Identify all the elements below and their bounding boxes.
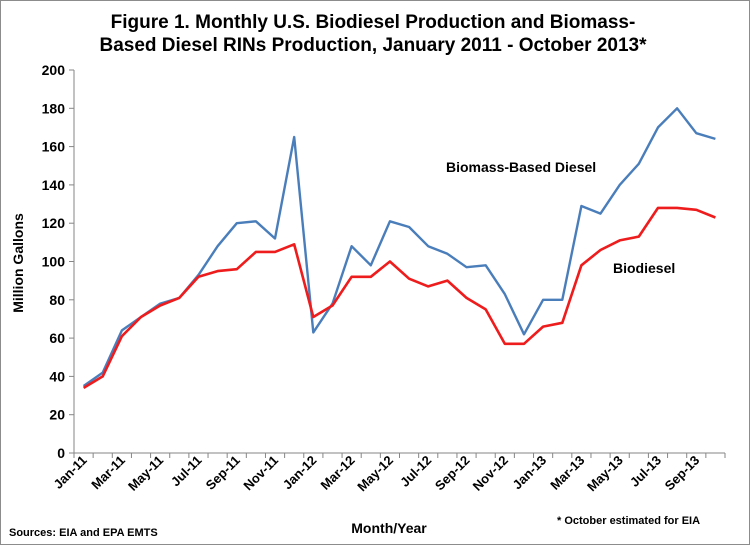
y-tick-label: 140	[42, 177, 66, 193]
chart-title-line2: Based Diesel RINs Production, January 20…	[99, 35, 647, 56]
y-tick-label: 100	[42, 254, 66, 270]
y-tick-label: 20	[49, 407, 65, 423]
x-tick-label: Nov-12	[470, 453, 511, 494]
biomass-based-diesel-label: Biomass-Based Diesel	[446, 159, 596, 175]
x-tick-label: Sep-12	[432, 453, 473, 494]
x-tick-label: May-12	[354, 453, 396, 495]
y-axis-title: Million Gallons	[10, 213, 26, 313]
y-tick-label: 80	[49, 292, 65, 308]
chart-title-line1: Figure 1. Monthly U.S. Biodiesel Product…	[111, 12, 636, 33]
y-tick-label: 180	[42, 100, 66, 116]
biodiesel-label: Biodiesel	[613, 260, 675, 276]
axes-group: 020406080100120140160180200Jan-11Mar-11M…	[42, 62, 726, 495]
x-tick-label: Jul-11	[168, 453, 205, 490]
source-note: Sources: EIA and EPA EMTS	[9, 527, 158, 539]
series-line-biodiesel	[82, 206, 716, 390]
x-tick-label: Sep-11	[203, 453, 243, 493]
x-tick-label: Jan-12	[280, 453, 320, 493]
x-tick-label: May-13	[584, 453, 626, 495]
x-tick-label: Nov-11	[240, 453, 281, 494]
y-tick-label: 200	[42, 62, 66, 78]
x-tick-label: Mar-13	[547, 453, 587, 493]
x-tick-label: Sep-13	[662, 453, 703, 494]
y-tick-label: 160	[42, 139, 66, 155]
series-line-biomass-based-diesel	[82, 107, 716, 387]
x-tick-label: May-11	[125, 453, 166, 494]
x-axis-title: Month/Year	[351, 520, 427, 536]
y-tick-label: 40	[49, 368, 65, 384]
x-tick-label: Jan-13	[509, 453, 549, 493]
y-tick-label: 120	[42, 215, 66, 231]
y-tick-label: 60	[49, 330, 65, 346]
x-tick-label: Jul-13	[627, 453, 664, 490]
x-tick-label: Mar-11	[88, 453, 128, 493]
x-tick-label: Mar-12	[318, 453, 358, 493]
y-tick-label: 0	[57, 445, 65, 461]
series-group	[82, 107, 716, 390]
x-tick-label: Jul-12	[397, 453, 434, 490]
footnote: * October estimated for EIA	[557, 515, 700, 527]
